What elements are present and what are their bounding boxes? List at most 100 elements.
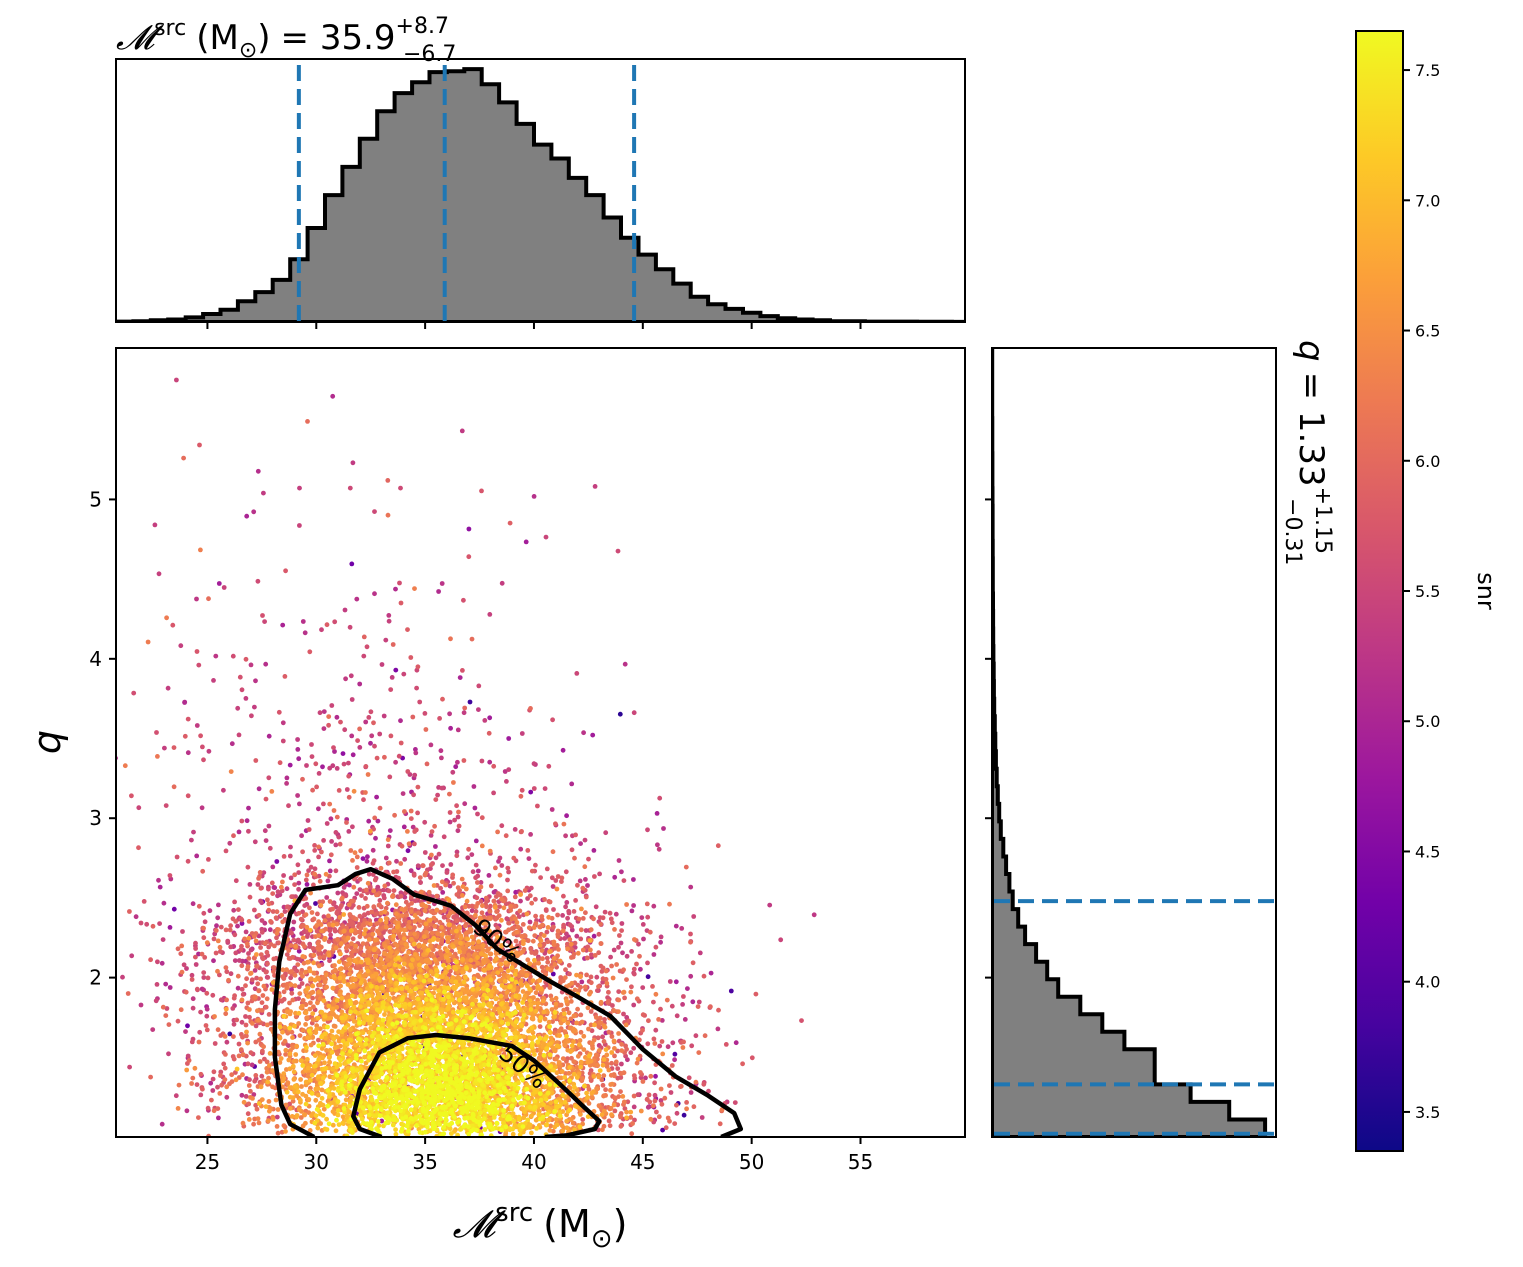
scatter-point: [519, 934, 525, 939]
scatter-point: [191, 829, 196, 835]
scatter-point: [235, 923, 240, 929]
scatter-point: [480, 903, 485, 909]
scatter-point: [575, 882, 580, 888]
scatter-point: [216, 902, 221, 908]
scatter-point: [327, 765, 333, 771]
scatter-point: [511, 855, 517, 861]
scatter-point: [689, 1043, 695, 1049]
scatter-point: [486, 873, 492, 878]
scatter-point: [482, 718, 488, 723]
scatter-point: [377, 898, 383, 903]
scatter-point: [612, 1053, 617, 1059]
scatter-point: [255, 578, 261, 584]
scatter-point: [270, 891, 276, 896]
scatter-point: [292, 972, 298, 978]
scatter-point: [455, 759, 460, 765]
scatter-point: [138, 920, 144, 926]
scatter-point: [600, 1082, 606, 1088]
scatter-point: [467, 699, 473, 705]
scatter-point: [245, 864, 251, 870]
scatter-point: [499, 917, 504, 923]
scatter-point: [324, 622, 330, 628]
scatter-point: [533, 990, 539, 996]
scatter-point: [543, 908, 549, 913]
scatter-point: [438, 909, 443, 915]
scatter-point: [408, 816, 414, 821]
scatter-point: [366, 715, 372, 720]
scatter-point: [401, 824, 407, 830]
scatter-point: [347, 971, 352, 977]
scatter-point: [423, 921, 429, 927]
scatter-point: [155, 959, 160, 965]
scatter-point: [357, 745, 363, 750]
scatter-point: [204, 990, 210, 996]
scatter-point: [243, 1022, 249, 1028]
scatter-point: [374, 755, 380, 761]
scatter-point: [314, 928, 320, 934]
scatter-point: [552, 962, 558, 967]
scatter-point: [239, 1019, 245, 1025]
scatter-point: [567, 922, 573, 928]
scatter-point: [245, 964, 251, 970]
scatter-point: [305, 931, 311, 937]
scatter-point: [178, 1007, 184, 1013]
scatter-point: [571, 909, 577, 914]
scatter-point: [341, 885, 347, 890]
scatter-point: [175, 946, 181, 952]
scatter-point: [440, 890, 446, 895]
scatter-point: [312, 848, 318, 853]
scatter-point: [461, 710, 467, 716]
scatter-point: [349, 898, 355, 904]
scatter-point: [706, 1088, 711, 1094]
scatter-point: [515, 943, 520, 949]
scatter-point: [398, 600, 404, 606]
scatter-point: [302, 1112, 307, 1117]
scatter-point: [451, 780, 456, 785]
scatter-point: [562, 975, 568, 980]
scatter-point: [606, 1118, 612, 1124]
scatter-point: [322, 935, 328, 941]
scatter-point: [416, 943, 422, 949]
scatter-point: [524, 911, 530, 917]
scatter-point: [560, 913, 565, 918]
scatter-point: [592, 874, 597, 879]
scatter-point: [401, 671, 407, 677]
scatter-point: [622, 995, 627, 1001]
scatter-point: [440, 696, 445, 702]
scatter-point: [382, 909, 388, 915]
scatter-point: [125, 991, 131, 996]
scatter-point: [221, 1061, 227, 1067]
scatter-point: [199, 951, 205, 957]
scatter-point: [327, 958, 332, 964]
mchirp-histogram: [116, 67, 965, 322]
scatter-point: [339, 895, 345, 901]
scatter-point: [386, 860, 392, 866]
scatter-point: [538, 875, 543, 880]
scatter-point: [402, 918, 407, 923]
scatter-point: [487, 759, 493, 765]
scatter-point: [245, 1061, 251, 1067]
scatter-point: [379, 662, 385, 667]
scatter-point: [232, 958, 238, 963]
scatter-point: [413, 750, 419, 756]
scatter-point: [549, 875, 555, 881]
scatter-point: [184, 1108, 190, 1114]
scatter-point: [198, 1071, 204, 1077]
scatter-point: [260, 613, 265, 618]
scatter-point: [233, 950, 239, 956]
scatter-point: [369, 909, 375, 915]
scatter-point: [431, 883, 437, 888]
scatter-point: [424, 761, 430, 767]
scatter-point: [578, 1029, 584, 1035]
scatter-point: [389, 675, 395, 680]
scatter-point: [167, 925, 173, 930]
scatter-point: [159, 1121, 165, 1127]
scatter-point: [441, 908, 447, 913]
scatter-point: [330, 393, 336, 399]
scatter-point: [313, 761, 319, 767]
scatter-point: [240, 1072, 245, 1078]
scatter-point: [665, 1044, 671, 1050]
scatter-point: [261, 983, 267, 989]
scatter-point: [231, 833, 236, 839]
scatter-point: [561, 1007, 567, 1013]
